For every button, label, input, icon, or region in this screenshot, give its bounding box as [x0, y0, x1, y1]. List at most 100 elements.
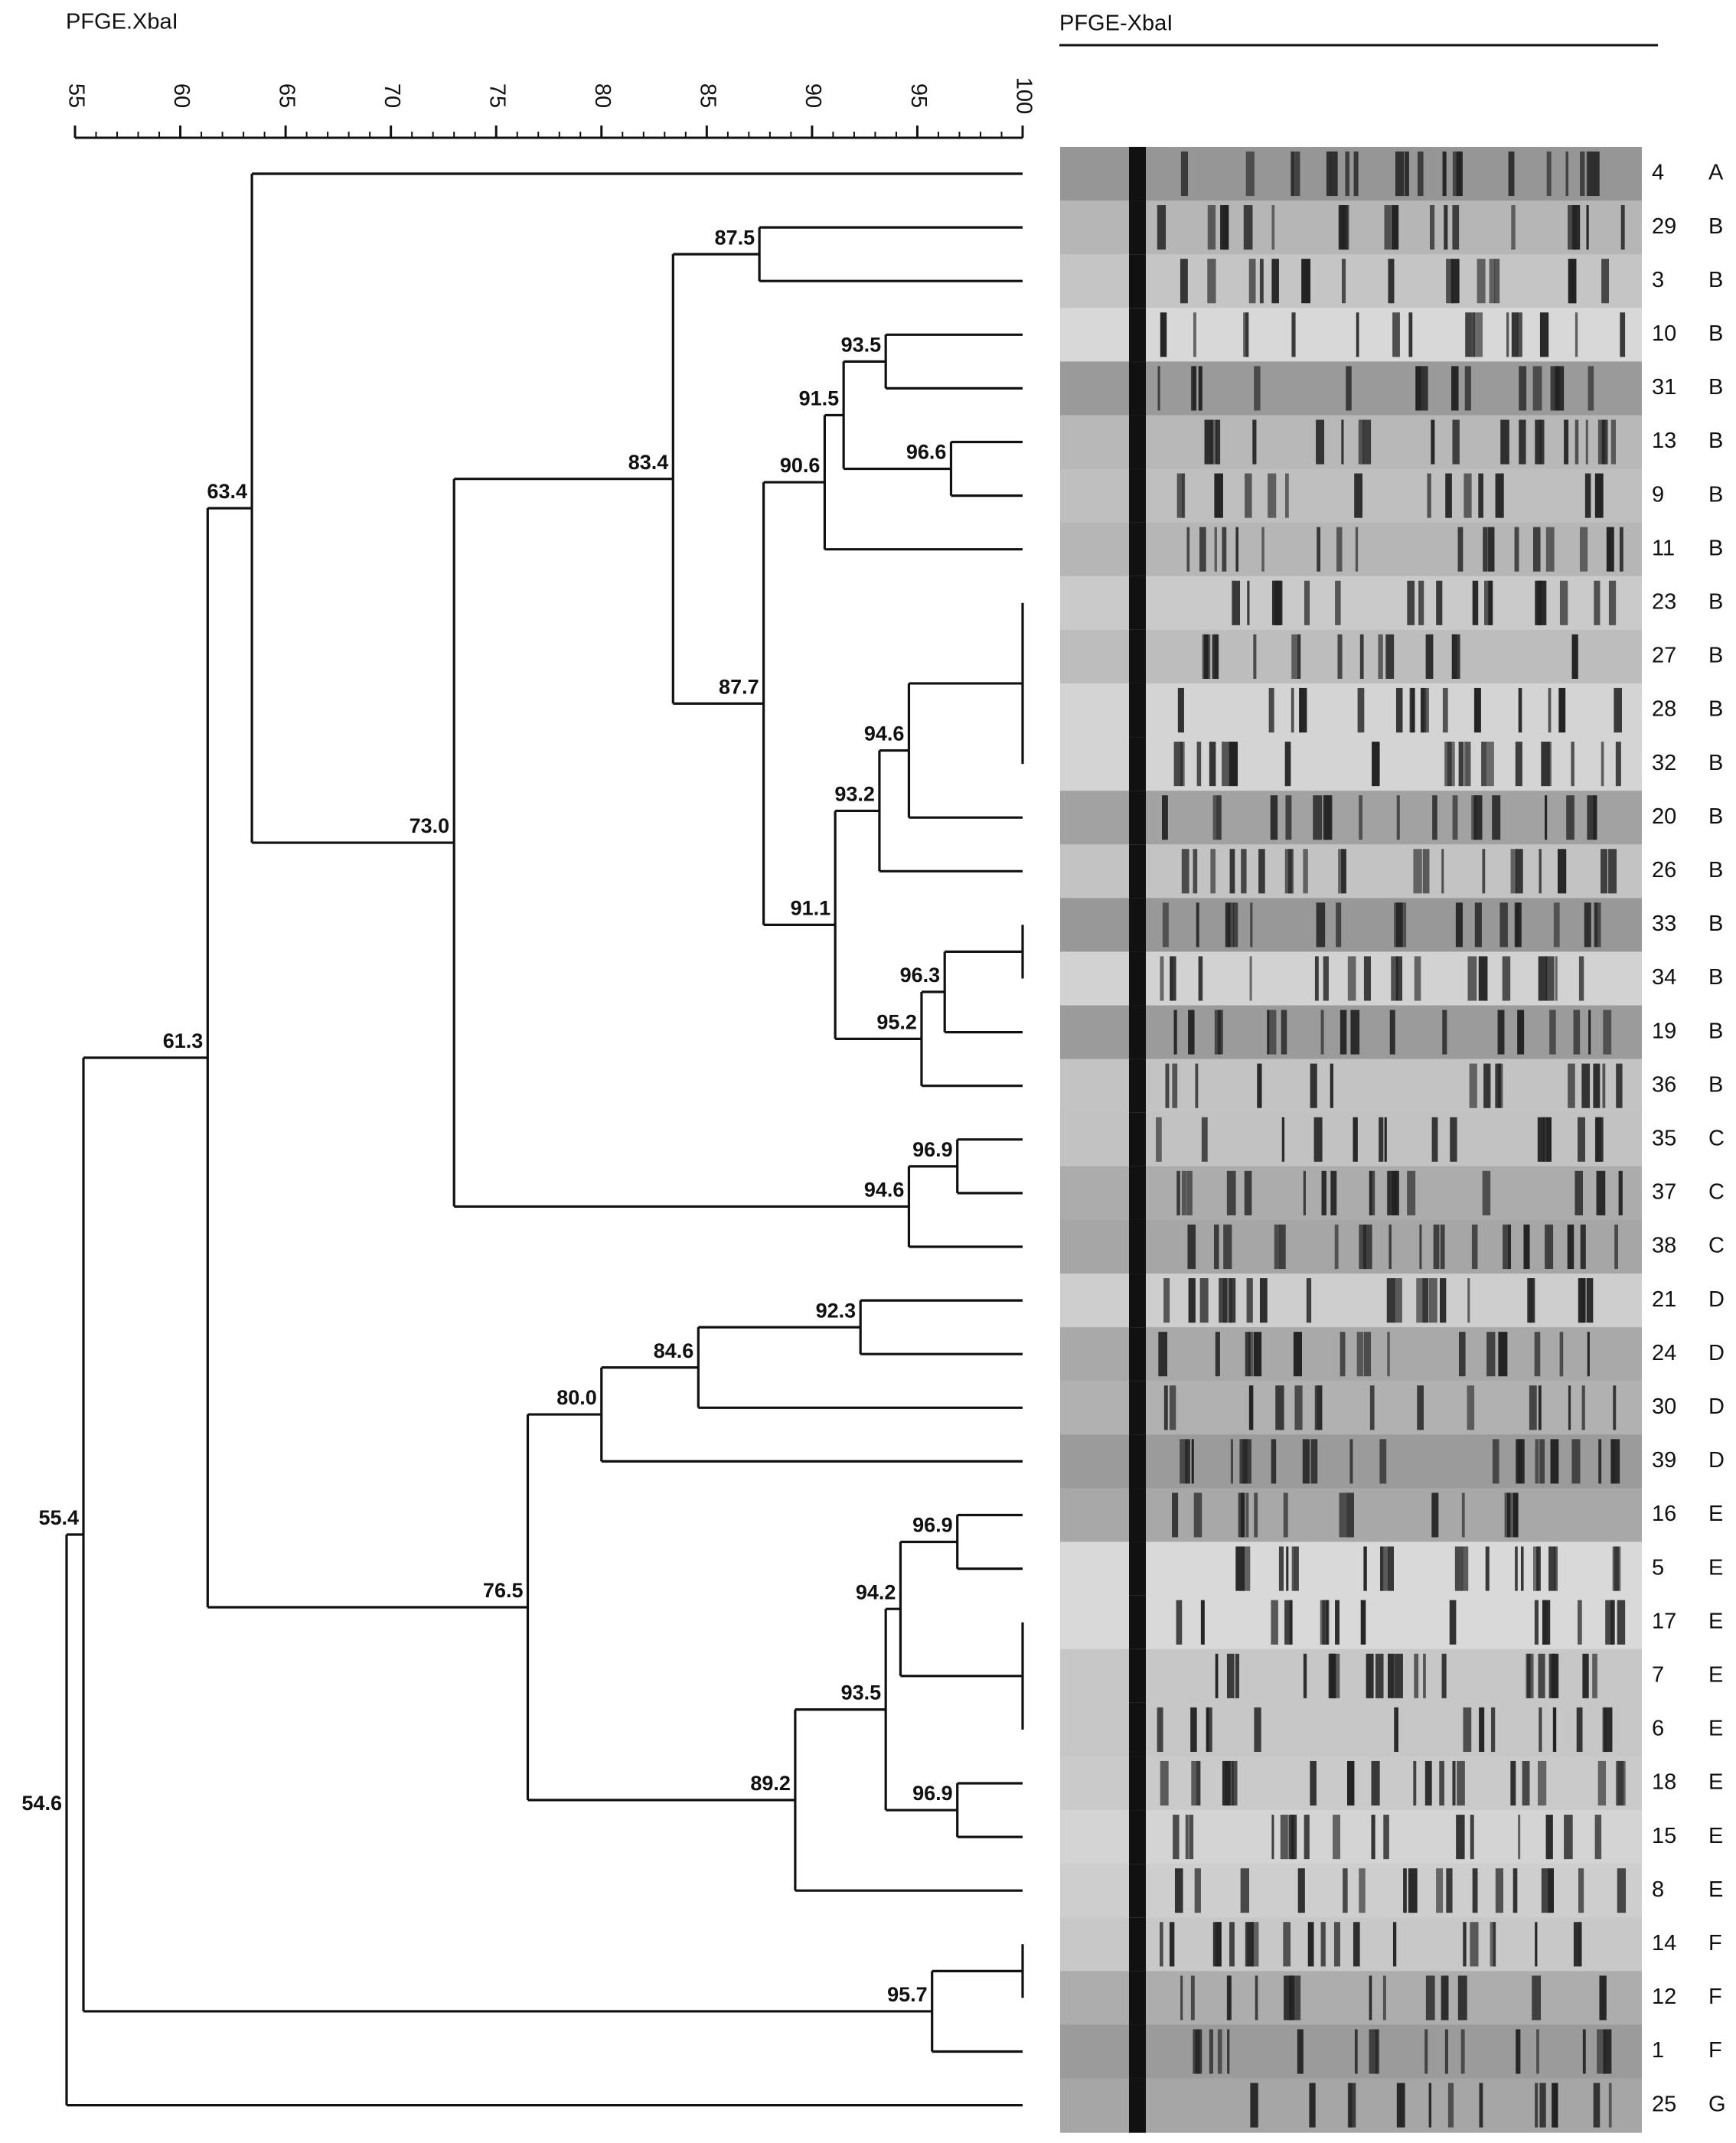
gel-band — [1465, 312, 1471, 357]
gel-well-band — [1129, 737, 1146, 792]
gel-band — [1492, 795, 1501, 840]
gel-band — [1353, 1922, 1360, 1967]
gel-band — [1526, 1653, 1534, 1698]
gel-band — [1366, 1653, 1374, 1698]
gel-lane — [1060, 1274, 1642, 1329]
gel-band — [1460, 2029, 1465, 2074]
gel-band — [1360, 1600, 1366, 1645]
gel-band — [1497, 1010, 1505, 1055]
gel-band — [1235, 1546, 1245, 1591]
gel-band — [1294, 151, 1300, 197]
x-tick-label: 95 — [906, 83, 931, 108]
gel-band — [1619, 527, 1623, 572]
gel-band — [1253, 1332, 1262, 1377]
pattern-label: D — [1708, 1394, 1725, 1419]
gel-lane — [1060, 308, 1642, 363]
gel-band — [1199, 1278, 1209, 1323]
node-label: 63.4 — [207, 480, 248, 503]
gel-band — [1293, 1332, 1302, 1377]
x-tick-label: 80 — [590, 83, 615, 108]
gel-band — [1464, 473, 1472, 518]
gel-band — [1571, 1439, 1581, 1484]
gel-band — [1286, 1546, 1289, 1591]
gel-band — [1500, 419, 1509, 465]
gel-band — [1228, 902, 1235, 948]
node-label: 95.7 — [887, 1983, 928, 2006]
gel-band — [1534, 1600, 1539, 1645]
node-label: 73.0 — [410, 814, 450, 837]
gel-band — [1316, 419, 1325, 465]
gel-band — [1559, 580, 1568, 625]
gel-well-band — [1129, 1219, 1146, 1275]
gel-band — [1357, 687, 1365, 733]
gel-band — [1594, 1117, 1599, 1162]
gel-band — [1587, 795, 1594, 840]
gel-band — [1320, 1010, 1324, 1055]
gel-band — [1350, 1010, 1360, 1055]
gel-band — [1369, 1170, 1375, 1215]
gel-band — [1596, 1170, 1606, 1215]
gel-band — [1601, 259, 1610, 304]
pattern-label: C — [1708, 1126, 1725, 1150]
gel-lane — [1060, 683, 1642, 739]
gel-band — [1479, 2083, 1483, 2128]
gel-band — [1578, 956, 1584, 1001]
isolate-label: 15 — [1652, 1824, 1676, 1848]
gel-band — [1358, 419, 1364, 465]
gel-band — [1275, 1385, 1284, 1430]
gel-band — [1388, 1546, 1395, 1591]
gel-well-band — [1129, 951, 1146, 1006]
isolate-label: 23 — [1652, 589, 1676, 614]
gel-band — [1451, 366, 1459, 411]
gel-band — [1201, 1117, 1208, 1162]
gel-band — [1593, 151, 1600, 197]
gel-band — [1180, 1975, 1183, 2021]
pattern-label: B — [1708, 375, 1723, 400]
gel-band — [1447, 2083, 1454, 2128]
node-label: 54.6 — [21, 1792, 62, 1815]
x-tick-label: 100 — [1011, 77, 1036, 114]
isolate-label: 12 — [1652, 1985, 1676, 2009]
pattern-label: B — [1708, 536, 1723, 560]
gel-band — [1517, 1010, 1525, 1055]
gel-band — [1278, 1546, 1284, 1591]
isolate-label: 33 — [1652, 912, 1676, 936]
gel-well-band — [1129, 2024, 1146, 2079]
gel-band — [1597, 2029, 1606, 2074]
gel-band — [1232, 580, 1241, 625]
gel-band — [1510, 1760, 1516, 1806]
gel-band — [1550, 1439, 1559, 1484]
gel-band — [1212, 1922, 1222, 1967]
gel-band — [1593, 2083, 1601, 2128]
gel-band — [1510, 849, 1517, 894]
gel-band — [1395, 902, 1402, 948]
gel-band — [1473, 795, 1483, 840]
gel-band — [1523, 1224, 1530, 1270]
gel-band — [1495, 473, 1504, 518]
gel-band — [1316, 902, 1326, 948]
gel-band — [1173, 742, 1183, 787]
gel-band — [1517, 312, 1522, 357]
x-tick-label: 60 — [169, 83, 194, 108]
gel-band — [1283, 1922, 1291, 1967]
gel-band — [1463, 1707, 1472, 1752]
gel-band — [1545, 527, 1555, 572]
gel-band — [1464, 742, 1468, 787]
gel-band — [1189, 1815, 1194, 1860]
gel-band — [1346, 205, 1349, 250]
gel-band — [1251, 2083, 1259, 2128]
gel-band — [1495, 1868, 1504, 1913]
gel-band — [1519, 366, 1527, 411]
gel-band — [1379, 1117, 1384, 1162]
gel-well-band — [1129, 1381, 1146, 1436]
gel-band — [1508, 151, 1515, 197]
gel-band — [1439, 1760, 1444, 1806]
node-label: 94.2 — [856, 1580, 896, 1603]
gel-band — [1372, 742, 1380, 787]
isolate-label: 14 — [1652, 1931, 1676, 1955]
gel-band — [1384, 205, 1392, 250]
gel-band — [1608, 2083, 1612, 2128]
gel-band — [1339, 1492, 1347, 1538]
gel-band — [1539, 419, 1545, 465]
gel-band — [1333, 1922, 1340, 1967]
